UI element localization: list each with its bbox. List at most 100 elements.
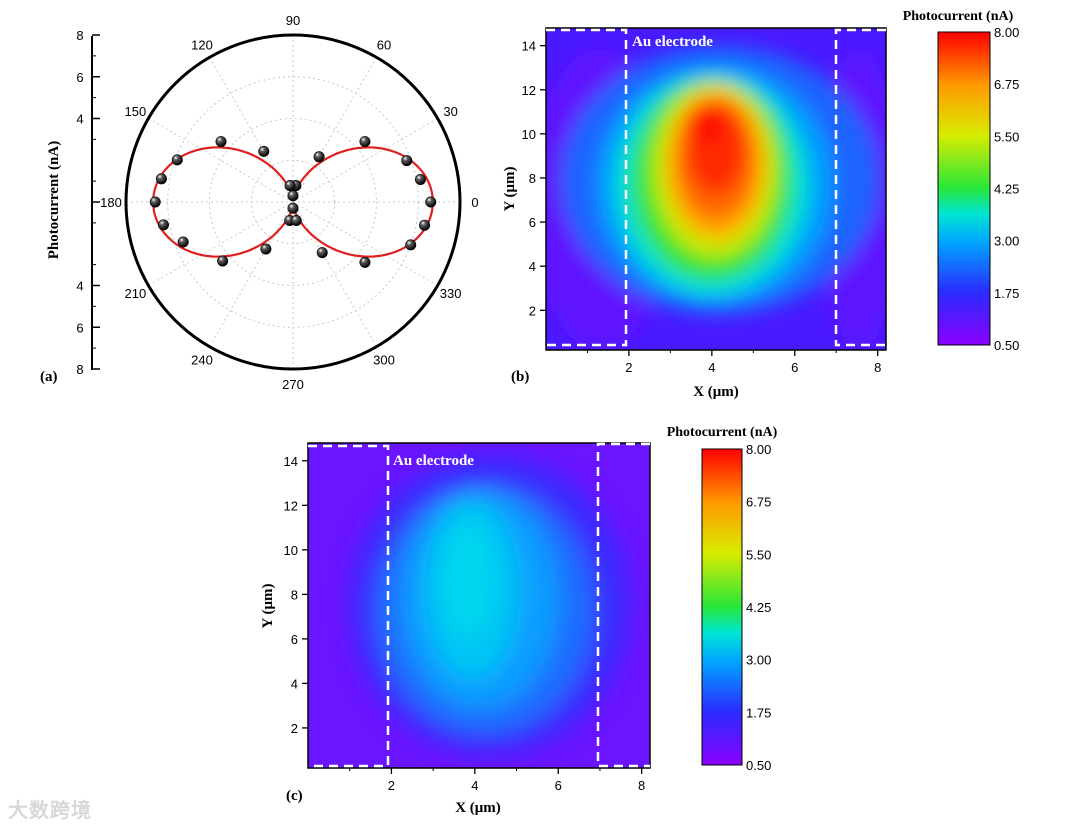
- y-tick-label: 6: [291, 632, 298, 647]
- colorbar-tick-label: 6.75: [994, 77, 1019, 92]
- colorbar-tick-label: 4.25: [746, 600, 771, 615]
- y-tick-label: 8: [529, 171, 536, 186]
- polar-radial-tick-label: 6: [76, 320, 83, 335]
- colorbar-tick-label: 0.50: [746, 758, 771, 773]
- heatmap-b-frame: [545, 27, 887, 351]
- polar-radial-ticks: 8 6 4 4 6 8: [76, 28, 100, 377]
- polar-data-point: [258, 145, 270, 157]
- polar-angle-labels: 0 30 60 90 120 150 180 210 240 270 300 330: [100, 13, 478, 392]
- colorbar-tick-label: 1.75: [746, 705, 771, 720]
- electrode-outlines-b: [546, 28, 886, 347]
- heatmap-b-y-ticks: 2 4 6 8 10 12 14: [522, 39, 546, 318]
- polar-grid-ring: [209, 118, 377, 286]
- colorbar-c-title: Photocurrent (nA): [667, 425, 778, 440]
- heatmap-b-x-ticks: 2 4 6 8: [586, 350, 881, 375]
- polar-angle-tick-label: 90: [286, 13, 300, 28]
- polar-data-point: [313, 151, 325, 163]
- y-tick-label: 2: [291, 721, 298, 736]
- y-tick-label: 12: [522, 83, 536, 98]
- heatmap-c-y-ticks: 2 4 6 8 10 12 14: [284, 454, 308, 736]
- x-tick-label: 2: [388, 778, 395, 793]
- x-tick-label: 8: [874, 360, 881, 375]
- polar-angle-tick-label: 0: [471, 195, 478, 210]
- polar-angle-tick-label: 300: [373, 353, 395, 368]
- polar-outer-circle: [124, 33, 462, 371]
- y-tick-label: 4: [529, 259, 536, 274]
- y-tick-label: 14: [284, 454, 298, 469]
- polar-grid-spoke: [209, 57, 294, 203]
- colorbar-tick-label: 5.50: [994, 129, 1019, 144]
- y-tick-label: 12: [284, 498, 298, 513]
- colorbar-tick-label: 8.00: [746, 442, 771, 457]
- heatmap-b-field: [546, 28, 886, 350]
- polar-angle-tick-label: 180: [100, 195, 122, 210]
- polar-data-point: [401, 155, 413, 167]
- polar-angle-tick-label: 150: [125, 104, 147, 119]
- heatmap-b: Au electrode 2 4 6 8 2 4 6 8 10 12 14 X (μm) Y (μ…: [502, 9, 1019, 400]
- polar-data-point: [405, 239, 417, 251]
- polar-data-point: [287, 202, 299, 214]
- polar-data-point: [419, 219, 431, 231]
- electrode-label-b: Au electrode: [632, 34, 713, 50]
- polar-grid-spoke: [209, 201, 294, 347]
- polar-radial-tick-label: 4: [76, 112, 83, 127]
- polar-data-point: [217, 255, 229, 267]
- polar-radial-tick-label: 4: [76, 279, 83, 294]
- polar-data-point: [359, 256, 371, 268]
- colorbar-tick-label: 3.00: [994, 234, 1019, 249]
- electrode-label-c: Au electrode: [393, 453, 474, 469]
- polar-data-point: [149, 196, 161, 208]
- heatmap-b-y-label: Y (μm): [502, 166, 518, 211]
- heatmap-c-frame: [307, 442, 651, 769]
- polar-angle-tick-label: 210: [125, 286, 147, 301]
- polar-grid-spoke: [148, 201, 294, 286]
- polar-angle-tick-label: 270: [282, 377, 304, 392]
- y-tick-label: 4: [291, 676, 298, 691]
- colorbar-tick-label: 4.25: [994, 182, 1019, 197]
- polar-grid: [126, 35, 460, 369]
- polar-data-point: [359, 136, 371, 148]
- polar-data-point: [171, 154, 183, 166]
- heatmap-c-y-label: Y (μm): [260, 583, 276, 628]
- heatmap-c-field: [308, 443, 650, 768]
- x-tick-label: 2: [625, 360, 632, 375]
- y-tick-label: 8: [291, 587, 298, 602]
- polar-angle-tick-label: 60: [377, 37, 391, 52]
- panel-c-label: (c): [286, 788, 303, 804]
- polar-data-point: [215, 136, 227, 148]
- colorbar-c-ticks: 8.00 6.75 5.50 4.25 3.00 1.75 0.50: [746, 442, 771, 773]
- x-tick-label: 4: [471, 778, 478, 793]
- y-tick-label: 10: [522, 127, 536, 142]
- x-tick-label: 6: [555, 778, 562, 793]
- polar-grid-spoke: [292, 201, 377, 347]
- x-tick-label: 4: [708, 360, 715, 375]
- heatmap-b-x-label: X (μm): [693, 384, 739, 400]
- colorbar-c: [701, 448, 743, 766]
- panel-b-label: (b): [511, 369, 529, 385]
- polar-angle-tick-label: 120: [191, 37, 213, 52]
- colorbar-tick-label: 3.00: [746, 653, 771, 668]
- polar-plot: 8 6 4 4 6 8 0 30 60 90 120 150 180 210 240 270 300 330 P…: [40, 13, 479, 392]
- polar-data-point: [260, 243, 272, 255]
- polar-radial-tick-label: 6: [76, 70, 83, 85]
- polar-y-axis-label: Photocurrent (nA): [46, 141, 62, 259]
- polar-data-point: [155, 173, 167, 185]
- polar-data-point: [290, 215, 302, 227]
- polar-data-point: [157, 219, 169, 231]
- colorbar-tick-label: 5.50: [746, 547, 771, 562]
- polar-data-point: [316, 247, 328, 259]
- electrode-outlines-c: [308, 442, 650, 768]
- polar-angle-tick-label: 30: [443, 104, 457, 119]
- polar-data-point: [425, 196, 437, 208]
- polar-data-point: [287, 190, 299, 202]
- watermark: 大数跨境: [8, 798, 92, 822]
- polar-radial-tick-label: 8: [76, 28, 83, 43]
- colorbar-b: [937, 31, 991, 346]
- y-tick-label: 2: [529, 303, 536, 318]
- heatmap-c-x-label: X (μm): [455, 800, 501, 816]
- polar-data-point: [177, 236, 189, 248]
- polar-data-point: [284, 180, 296, 192]
- polar-data-points: [149, 136, 437, 268]
- y-tick-label: 14: [522, 39, 536, 54]
